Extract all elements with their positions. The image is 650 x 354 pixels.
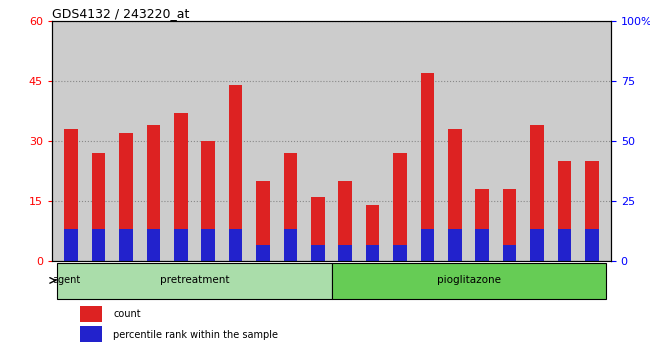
- Bar: [202, 141, 215, 261]
- Bar: [64, 129, 78, 261]
- Text: count: count: [114, 309, 141, 319]
- Bar: [256, 181, 270, 261]
- Bar: [475, 229, 489, 261]
- Text: percentile rank within the sample: percentile rank within the sample: [114, 330, 278, 339]
- Bar: [393, 245, 407, 261]
- Bar: [64, 229, 78, 261]
- Bar: [174, 229, 188, 261]
- Bar: [421, 229, 434, 261]
- Bar: [229, 229, 242, 261]
- Bar: [283, 153, 297, 261]
- Bar: [146, 229, 161, 261]
- Bar: [119, 133, 133, 261]
- Bar: [558, 161, 571, 261]
- Bar: [80, 326, 102, 342]
- Bar: [119, 229, 133, 261]
- Bar: [202, 229, 215, 261]
- Bar: [339, 245, 352, 261]
- Bar: [57, 263, 332, 299]
- Bar: [80, 306, 102, 322]
- Bar: [448, 129, 462, 261]
- Bar: [558, 229, 571, 261]
- Bar: [475, 189, 489, 261]
- Text: agent: agent: [52, 275, 81, 285]
- Bar: [92, 229, 105, 261]
- Bar: [502, 245, 517, 261]
- Bar: [366, 245, 380, 261]
- Bar: [421, 73, 434, 261]
- Bar: [585, 161, 599, 261]
- Bar: [146, 125, 161, 261]
- Bar: [339, 181, 352, 261]
- Bar: [530, 125, 544, 261]
- Bar: [229, 85, 242, 261]
- Bar: [311, 197, 324, 261]
- Bar: [256, 245, 270, 261]
- Bar: [92, 153, 105, 261]
- Text: GDS4132 / 243220_at: GDS4132 / 243220_at: [52, 7, 189, 20]
- Bar: [448, 229, 462, 261]
- Bar: [366, 205, 380, 261]
- Bar: [311, 245, 324, 261]
- Bar: [530, 229, 544, 261]
- Bar: [502, 189, 517, 261]
- Text: pioglitazone: pioglitazone: [437, 275, 500, 285]
- Bar: [585, 229, 599, 261]
- Text: pretreatment: pretreatment: [160, 275, 229, 285]
- Bar: [174, 113, 188, 261]
- Bar: [393, 153, 407, 261]
- Bar: [332, 263, 606, 299]
- Bar: [283, 229, 297, 261]
